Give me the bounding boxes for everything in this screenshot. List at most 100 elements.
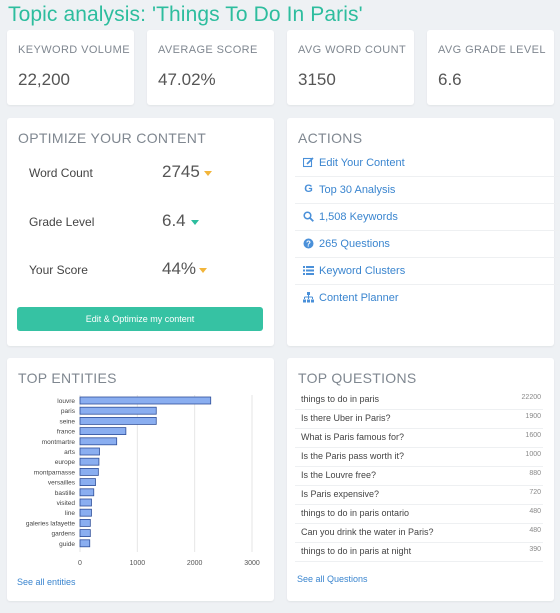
metric-label: Your Score [29, 263, 88, 277]
question-text: things to do in paris ontario [301, 508, 410, 518]
question-text: What is Paris famous for? [301, 432, 405, 442]
stat-card-avg-grade-level: AVG GRADE LEVEL 6.6 [427, 30, 554, 105]
page-title: Topic analysis: 'Things To Do In Paris' [8, 3, 363, 26]
bar-paris [79, 406, 157, 415]
action-label: 265 Questions [319, 238, 390, 250]
stat-label: AVG WORD COUNT [298, 44, 407, 56]
bar-versailles [79, 478, 96, 486]
question-count: 480 [529, 527, 541, 534]
bar-visited [79, 498, 92, 507]
action-label: Keyword Clusters [319, 265, 406, 277]
action-top-30-analysis[interactable]: G Top 30 Analysis [295, 177, 559, 204]
bar-guide [79, 539, 91, 548]
optimize-card: OPTIMIZE YOUR CONTENT Word Count 2745 Gr… [7, 118, 274, 346]
stat-value: 3150 [298, 70, 336, 89]
action-content-planner[interactable]: Content Planner [295, 285, 559, 312]
category-label: louvre [57, 398, 75, 405]
metric-grade-level: Grade Level 6.4 [29, 211, 249, 235]
stat-label: AVERAGE SCORE [158, 44, 258, 56]
question-circle-icon: ? [303, 238, 314, 249]
edit-icon [302, 157, 314, 168]
question-count: 720 [529, 489, 541, 496]
see-all-questions-link[interactable]: See all Questions [297, 574, 368, 584]
action-label: 1,508 Keywords [319, 211, 398, 223]
question-text: Can you drink the water in Paris? [301, 527, 434, 537]
stat-label: AVG GRADE LEVEL [438, 44, 546, 56]
list-icon [303, 265, 314, 276]
metric-value: 6.4 [162, 211, 186, 230]
stat-card-keyword-volume: KEYWORD VOLUME 22,200 [7, 30, 134, 105]
question-count: 1600 [525, 432, 541, 439]
question-row[interactable]: things to do in paris 22200 [295, 391, 543, 410]
category-label: montparnasse [34, 469, 76, 476]
question-count: 1900 [525, 413, 541, 420]
actions-title: ACTIONS [298, 130, 363, 146]
top-entities-title: TOP ENTITIES [18, 370, 117, 386]
stat-value: 6.6 [438, 70, 462, 89]
question-text: Is Paris expensive? [301, 489, 380, 499]
question-row[interactable]: things to do in paris ontario 480 [295, 505, 543, 524]
action-label: Top 30 Analysis [319, 184, 396, 196]
category-label: arts [64, 449, 76, 456]
action-keyword-clusters[interactable]: Keyword Clusters [295, 258, 559, 285]
bar-montparnasse [79, 468, 99, 476]
action-label: Edit Your Content [319, 157, 405, 169]
bar-louvre [79, 396, 212, 405]
category-label: bastille [55, 490, 76, 497]
bar-arts [79, 447, 100, 456]
top-questions-title: TOP QUESTIONS [298, 370, 417, 386]
caret-down-icon [204, 171, 212, 176]
question-row[interactable]: Can you drink the water in Paris? 480 [295, 524, 543, 543]
question-row[interactable]: Is Paris expensive? 720 [295, 486, 543, 505]
x-tick-label: 3000 [244, 560, 260, 567]
question-count: 390 [529, 546, 541, 553]
action-questions[interactable]: ? 265 Questions [295, 231, 559, 258]
question-count: 22200 [521, 394, 541, 401]
stat-value: 22,200 [18, 70, 70, 89]
actions-card: ACTIONS Edit Your Content G Top 30 Analy… [287, 118, 559, 346]
bar-line [79, 508, 92, 517]
question-text: Is the Paris pass worth it? [301, 451, 405, 461]
bar-europe [79, 457, 100, 466]
category-label: line [65, 510, 76, 517]
metric-word-count: Word Count 2745 [29, 162, 249, 186]
question-text: Is there Uber in Paris? [301, 413, 391, 423]
category-label: france [57, 429, 75, 436]
stat-card-average-score: AVERAGE SCORE 47.02% [147, 30, 274, 105]
see-all-entities-link[interactable]: See all entities [17, 577, 76, 587]
question-row[interactable]: Is the Paris pass worth it? 1000 [295, 448, 543, 467]
category-label: galeries lafayette [26, 520, 76, 527]
x-tick-label: 0 [78, 560, 82, 567]
metric-label: Word Count [29, 166, 93, 180]
question-count: 1000 [525, 451, 541, 458]
stat-value: 47.02% [158, 70, 216, 89]
bar-seine [79, 416, 157, 425]
bar-galeries-lafayette [79, 519, 91, 527]
question-count: 880 [529, 470, 541, 477]
question-row[interactable]: things to do in paris at night 390 [295, 543, 543, 562]
edit-optimize-button[interactable]: Edit & Optimize my content [17, 307, 263, 331]
metric-value: 2745 [162, 162, 200, 181]
action-edit-content[interactable]: Edit Your Content [295, 150, 559, 177]
action-keywords[interactable]: 1,508 Keywords [295, 204, 559, 231]
question-row[interactable]: Is there Uber in Paris? 1900 [295, 410, 543, 429]
question-text: things to do in paris [301, 394, 380, 404]
sitemap-icon [303, 292, 314, 303]
category-label: montmartre [42, 439, 76, 446]
question-text: Is the Louvre free? [301, 470, 377, 480]
optimize-title: OPTIMIZE YOUR CONTENT [18, 130, 207, 146]
question-row[interactable]: What is Paris famous for? 1600 [295, 429, 543, 448]
bar-france [79, 427, 127, 435]
top-entities-card: TOP ENTITIES 0 1000 2000 3000 louvre paris sei… [7, 358, 274, 601]
metric-your-score: Your Score 44% [29, 259, 249, 283]
svg-text:?: ? [306, 240, 311, 249]
caret-down-icon [199, 268, 207, 273]
question-row[interactable]: Is the Louvre free? 880 [295, 467, 543, 486]
category-label: paris [61, 408, 76, 415]
category-label: gardens [52, 531, 76, 538]
category-label: versailles [48, 480, 76, 487]
top-questions-card: TOP QUESTIONS things to do in paris 22200… [287, 358, 554, 601]
x-tick-label: 1000 [130, 560, 146, 567]
bar-bastille [79, 488, 95, 497]
bar-montmartre [79, 437, 118, 446]
